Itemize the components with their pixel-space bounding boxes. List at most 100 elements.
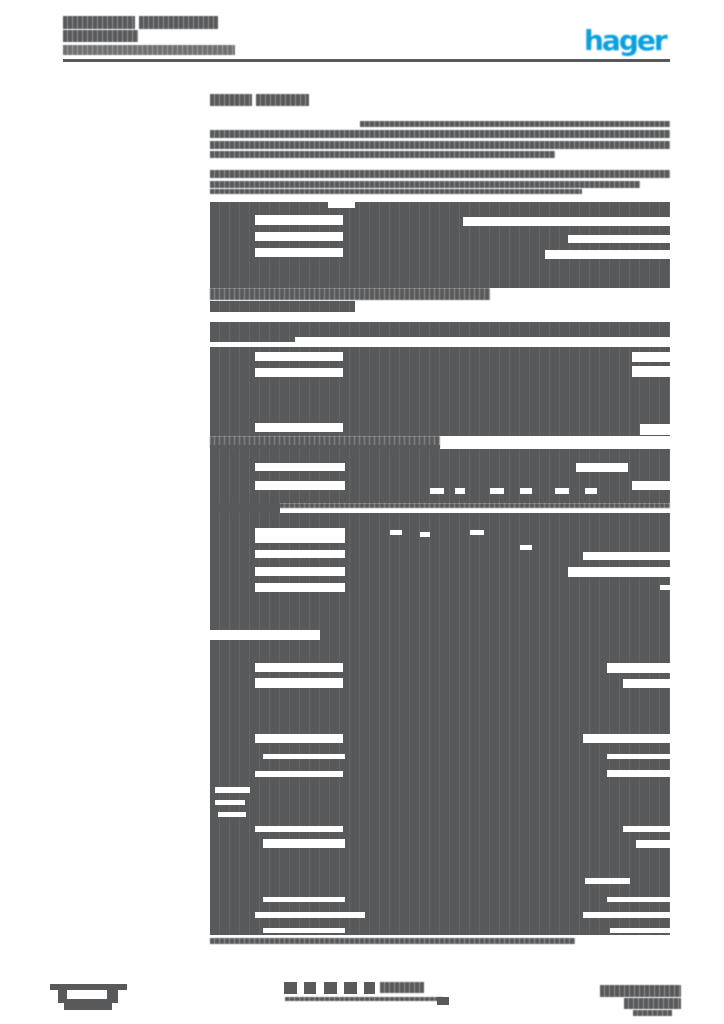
hager-logo: hager bbox=[584, 24, 668, 57]
paragraph-line bbox=[360, 121, 670, 127]
header-title-line-1b bbox=[139, 16, 218, 29]
text-gap bbox=[632, 366, 670, 377]
text-gap bbox=[255, 248, 343, 257]
text-gap bbox=[632, 352, 670, 362]
text-gap bbox=[390, 530, 402, 535]
text-block-section-2-bottom bbox=[210, 288, 490, 300]
text-block-section-4-line bbox=[275, 503, 670, 508]
text-gap bbox=[545, 250, 670, 259]
text-gap bbox=[255, 734, 343, 743]
text-gap bbox=[215, 787, 250, 793]
text-gap bbox=[568, 235, 670, 243]
header-rule bbox=[63, 59, 670, 62]
text-gap bbox=[610, 928, 670, 933]
footer-right-block-row bbox=[633, 1010, 672, 1016]
text-gap bbox=[583, 912, 670, 918]
disposal-bin-icon-leg bbox=[58, 990, 67, 1003]
text-gap bbox=[585, 488, 597, 494]
text-gap bbox=[295, 337, 670, 347]
text-gap bbox=[255, 771, 343, 777]
paragraph-line bbox=[210, 170, 670, 178]
text-block-section-4-stub bbox=[210, 503, 280, 513]
text-gap bbox=[255, 826, 343, 832]
text-gap bbox=[490, 488, 504, 494]
text-gap bbox=[520, 488, 532, 494]
footer-small-text-line bbox=[285, 997, 443, 1001]
text-gap bbox=[520, 545, 532, 550]
disposal-bin-icon-body bbox=[64, 999, 112, 1010]
text-gap bbox=[660, 585, 670, 590]
text-block-section-4-top bbox=[210, 445, 440, 449]
text-gap bbox=[218, 812, 246, 817]
text-gap bbox=[328, 202, 355, 208]
certification-mark-icon bbox=[324, 982, 337, 994]
text-gap bbox=[263, 897, 345, 902]
text-gap bbox=[607, 770, 670, 777]
text-gap bbox=[263, 928, 345, 933]
header-title-line-2 bbox=[63, 30, 138, 42]
text-block-section-2-tail bbox=[210, 301, 355, 312]
text-gap bbox=[583, 734, 670, 743]
text-gap bbox=[623, 679, 670, 688]
text-gap bbox=[623, 826, 670, 832]
paragraph-line bbox=[210, 130, 670, 138]
footer-right-block-row bbox=[624, 998, 681, 1009]
certification-mark-icon bbox=[380, 982, 424, 993]
text-gap bbox=[255, 678, 343, 688]
text-gap bbox=[555, 488, 569, 494]
footer-right-block-row bbox=[600, 985, 681, 997]
text-gap bbox=[640, 424, 670, 435]
text-gap bbox=[420, 532, 430, 537]
list-block-section-6-tail bbox=[210, 938, 575, 944]
list-block-section-6 bbox=[210, 640, 670, 935]
text-gap bbox=[430, 488, 444, 494]
text-gap bbox=[470, 530, 484, 535]
text-gap bbox=[255, 912, 365, 918]
certification-mark-icon bbox=[364, 982, 375, 994]
text-block-section-5-bar bbox=[320, 630, 670, 640]
footer-small-mark bbox=[437, 997, 449, 1005]
text-gap bbox=[210, 342, 295, 347]
paragraph-line bbox=[210, 141, 670, 149]
text-gap bbox=[255, 215, 343, 225]
paragraph-line bbox=[210, 189, 582, 194]
text-gap bbox=[263, 839, 345, 848]
text-gap bbox=[463, 217, 670, 226]
certification-mark-icon bbox=[284, 982, 297, 994]
text-gap bbox=[215, 800, 245, 805]
disposal-bin-icon-leg bbox=[107, 990, 118, 1003]
text-block-section-4 bbox=[210, 449, 670, 503]
header-subtitle-line bbox=[63, 45, 235, 55]
text-gap bbox=[263, 754, 345, 759]
text-gap bbox=[576, 463, 628, 472]
text-gap bbox=[255, 567, 345, 576]
paragraph-line bbox=[210, 151, 555, 158]
text-gap bbox=[636, 840, 670, 848]
text-gap bbox=[583, 552, 670, 560]
text-gap bbox=[255, 528, 345, 543]
text-gap bbox=[255, 423, 343, 432]
text-gap bbox=[255, 232, 343, 241]
text-gap bbox=[607, 897, 670, 902]
text-gap bbox=[255, 550, 345, 558]
text-gap bbox=[568, 567, 670, 577]
text-gap bbox=[455, 488, 465, 494]
text-gap bbox=[255, 481, 345, 490]
disposal-bin-icon-lid bbox=[50, 984, 127, 990]
section-heading-word-2 bbox=[256, 94, 309, 106]
text-gap bbox=[255, 583, 345, 592]
section-heading-word-1 bbox=[210, 94, 252, 106]
text-gap bbox=[607, 754, 670, 759]
certification-mark-icon bbox=[304, 982, 316, 994]
text-gap bbox=[632, 481, 670, 490]
text-gap bbox=[255, 352, 343, 361]
text-gap bbox=[255, 368, 343, 377]
text-gap bbox=[255, 663, 343, 672]
header-title-line-1a bbox=[63, 16, 135, 29]
text-gap bbox=[255, 463, 345, 471]
text-gap bbox=[585, 878, 630, 884]
paragraph-line bbox=[210, 181, 640, 188]
text-gap bbox=[607, 663, 670, 673]
certification-mark-icon bbox=[344, 982, 357, 994]
